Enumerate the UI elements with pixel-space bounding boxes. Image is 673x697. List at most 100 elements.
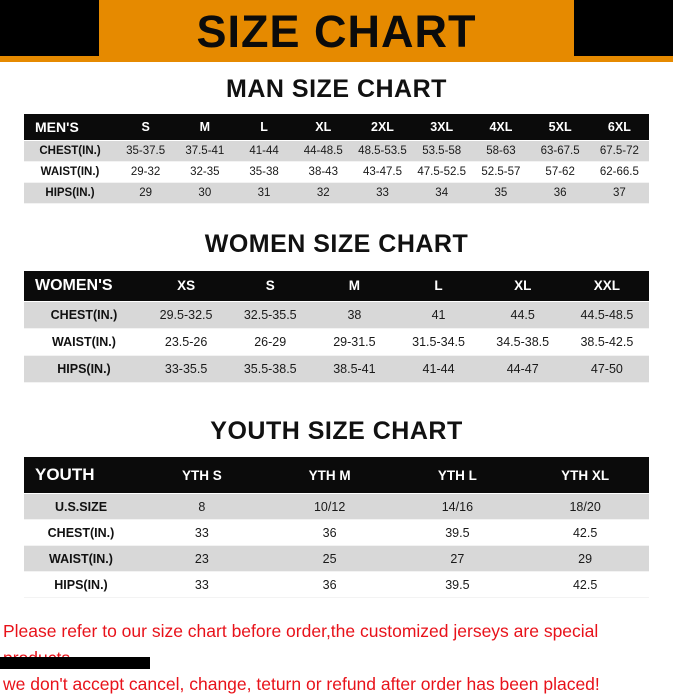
size-value: 44-47	[480, 355, 565, 383]
size-value: 26-29	[228, 328, 313, 356]
section-men: MAN SIZE CHART MEN'S S M L XL 2XL 3XL 4XL 5XL 6XL…	[0, 75, 673, 204]
size-value: 42.5	[521, 571, 649, 599]
table-row: WAIST(IN.) 23 25 27 29	[24, 545, 649, 573]
size-value: 36	[265, 571, 394, 599]
size-value: 58-63	[471, 140, 531, 162]
size-table: WOMEN'S XS S M L XL XXL CHEST(IN.) 29.5-32.5 32.5…	[24, 270, 649, 383]
size-value: 29.5-32.5	[144, 301, 229, 329]
row-label: WAIST(IN.)	[24, 161, 116, 183]
women-size-table-container: WOMEN'S XS S M L XL XXL CHEST(IN.) 29.5-32.5 32.5…	[0, 270, 673, 383]
size-value: 33-35.5	[144, 355, 229, 383]
table-corner-label: YOUTH	[24, 457, 138, 495]
size-value: 31.5-34.5	[396, 328, 481, 356]
column-header: XXL	[564, 270, 649, 302]
size-value: 36	[530, 182, 590, 204]
column-header: YTH XL	[521, 457, 649, 495]
size-value: 14/16	[393, 493, 522, 521]
size-value: 47.5-52.5	[412, 161, 472, 183]
bottom-left-bar	[0, 657, 150, 669]
size-value: 42.5	[521, 519, 649, 547]
size-table: MEN'S S M L XL 2XL 3XL 4XL 5XL 6XL CHEST(IN.) 35-37…	[24, 113, 649, 204]
page-title: SIZE CHART	[196, 5, 477, 57]
column-header: 3XL	[412, 113, 472, 141]
size-value: 62-66.5	[589, 161, 649, 183]
size-value: 67.5-72	[589, 140, 649, 162]
size-value: 39.5	[393, 571, 522, 599]
column-header: L	[396, 270, 481, 302]
size-value: 57-62	[530, 161, 590, 183]
column-header: M	[175, 113, 235, 141]
row-label: HIPS(IN.)	[24, 182, 116, 204]
size-value: 33	[352, 182, 413, 204]
size-value: 34.5-38.5	[480, 328, 565, 356]
size-value: 43-47.5	[352, 161, 413, 183]
size-value: 34	[412, 182, 472, 204]
row-label: WAIST(IN.)	[24, 328, 144, 356]
table-corner-label: WOMEN'S	[24, 270, 144, 302]
size-value: 25	[265, 545, 394, 573]
size-value: 44.5	[480, 301, 565, 329]
table-row: HIPS(IN.) 33-35.5 35.5-38.5 38.5-41 41-44 44-…	[24, 355, 649, 383]
size-value: 41-44	[396, 355, 481, 383]
size-value: 44-48.5	[293, 140, 353, 162]
section-women: WOMEN SIZE CHART WOMEN'S XS S M L XL XXL CHEST(…	[0, 230, 673, 383]
size-table: YOUTH YTH S YTH M YTH L YTH XL U.S.SIZE 8 10/12…	[24, 457, 649, 599]
size-value: 29	[116, 182, 176, 204]
table-row: U.S.SIZE 8 10/12 14/16 18/20	[24, 493, 649, 521]
title-banner: SIZE CHART	[0, 0, 673, 62]
size-value: 44.5-48.5	[564, 301, 649, 329]
column-header: XL	[293, 113, 353, 141]
size-value: 31	[234, 182, 294, 204]
column-header: M	[312, 270, 397, 302]
table-row: WAIST(IN.) 29-32 32-35 35-38 38-43 43-47.5 47.…	[24, 161, 649, 183]
size-value: 39.5	[393, 519, 522, 547]
column-header: L	[234, 113, 294, 141]
footer-line2: we don't accept cancel, change, teturn o…	[3, 673, 600, 694]
table-header-row: WOMEN'S XS S M L XL XXL	[24, 270, 649, 302]
table-row: HIPS(IN.) 33 36 39.5 42.5	[24, 571, 649, 599]
row-label: U.S.SIZE	[24, 493, 138, 521]
size-value: 23.5-26	[144, 328, 229, 356]
size-value: 29	[521, 545, 649, 573]
size-value: 41-44	[234, 140, 294, 162]
size-value: 63-67.5	[530, 140, 590, 162]
men-size-table-container: MEN'S S M L XL 2XL 3XL 4XL 5XL 6XL CHEST(IN.) 35-37…	[0, 113, 673, 204]
section-heading-men: MAN SIZE CHART	[226, 75, 447, 103]
column-header: YTH M	[265, 457, 394, 495]
size-value: 37	[589, 182, 649, 204]
row-label: WAIST(IN.)	[24, 545, 138, 573]
size-value: 23	[138, 545, 266, 573]
row-label: HIPS(IN.)	[24, 355, 144, 383]
row-label: CHEST(IN.)	[24, 301, 144, 329]
column-header: YTH S	[138, 457, 266, 495]
size-value: 53.5-58	[412, 140, 472, 162]
size-value: 37.5-41	[175, 140, 235, 162]
column-header: S	[116, 113, 176, 141]
size-value: 41	[396, 301, 481, 329]
row-label: CHEST(IN.)	[24, 140, 116, 162]
size-value: 38.5-42.5	[564, 328, 649, 356]
column-header: 5XL	[530, 113, 590, 141]
size-value: 29-32	[116, 161, 176, 183]
size-value: 35.5-38.5	[228, 355, 313, 383]
size-value: 33	[138, 519, 266, 547]
table-row: CHEST(IN.) 29.5-32.5 32.5-35.5 38 41 44.5 44.5…	[24, 301, 649, 329]
column-header: 2XL	[352, 113, 413, 141]
size-value: 29-31.5	[312, 328, 397, 356]
table-header-row: YOUTH YTH S YTH M YTH L YTH XL	[24, 457, 649, 495]
row-label: HIPS(IN.)	[24, 571, 138, 599]
size-value: 36	[265, 519, 394, 547]
size-value: 18/20	[521, 493, 649, 521]
column-header: YTH L	[393, 457, 522, 495]
size-value: 35-38	[234, 161, 294, 183]
size-value: 35	[471, 182, 531, 204]
table-row: HIPS(IN.) 29 30 31 32 33 34 35 36 37	[24, 182, 649, 204]
size-value: 47-50	[564, 355, 649, 383]
table-row: CHEST(IN.) 33 36 39.5 42.5	[24, 519, 649, 547]
size-value: 35-37.5	[116, 140, 176, 162]
size-value: 52.5-57	[471, 161, 531, 183]
youth-size-table-container: YOUTH YTH S YTH M YTH L YTH XL U.S.SIZE 8 10/12…	[0, 457, 673, 599]
column-header: 6XL	[589, 113, 649, 141]
column-header: S	[228, 270, 313, 302]
size-value: 33	[138, 571, 266, 599]
